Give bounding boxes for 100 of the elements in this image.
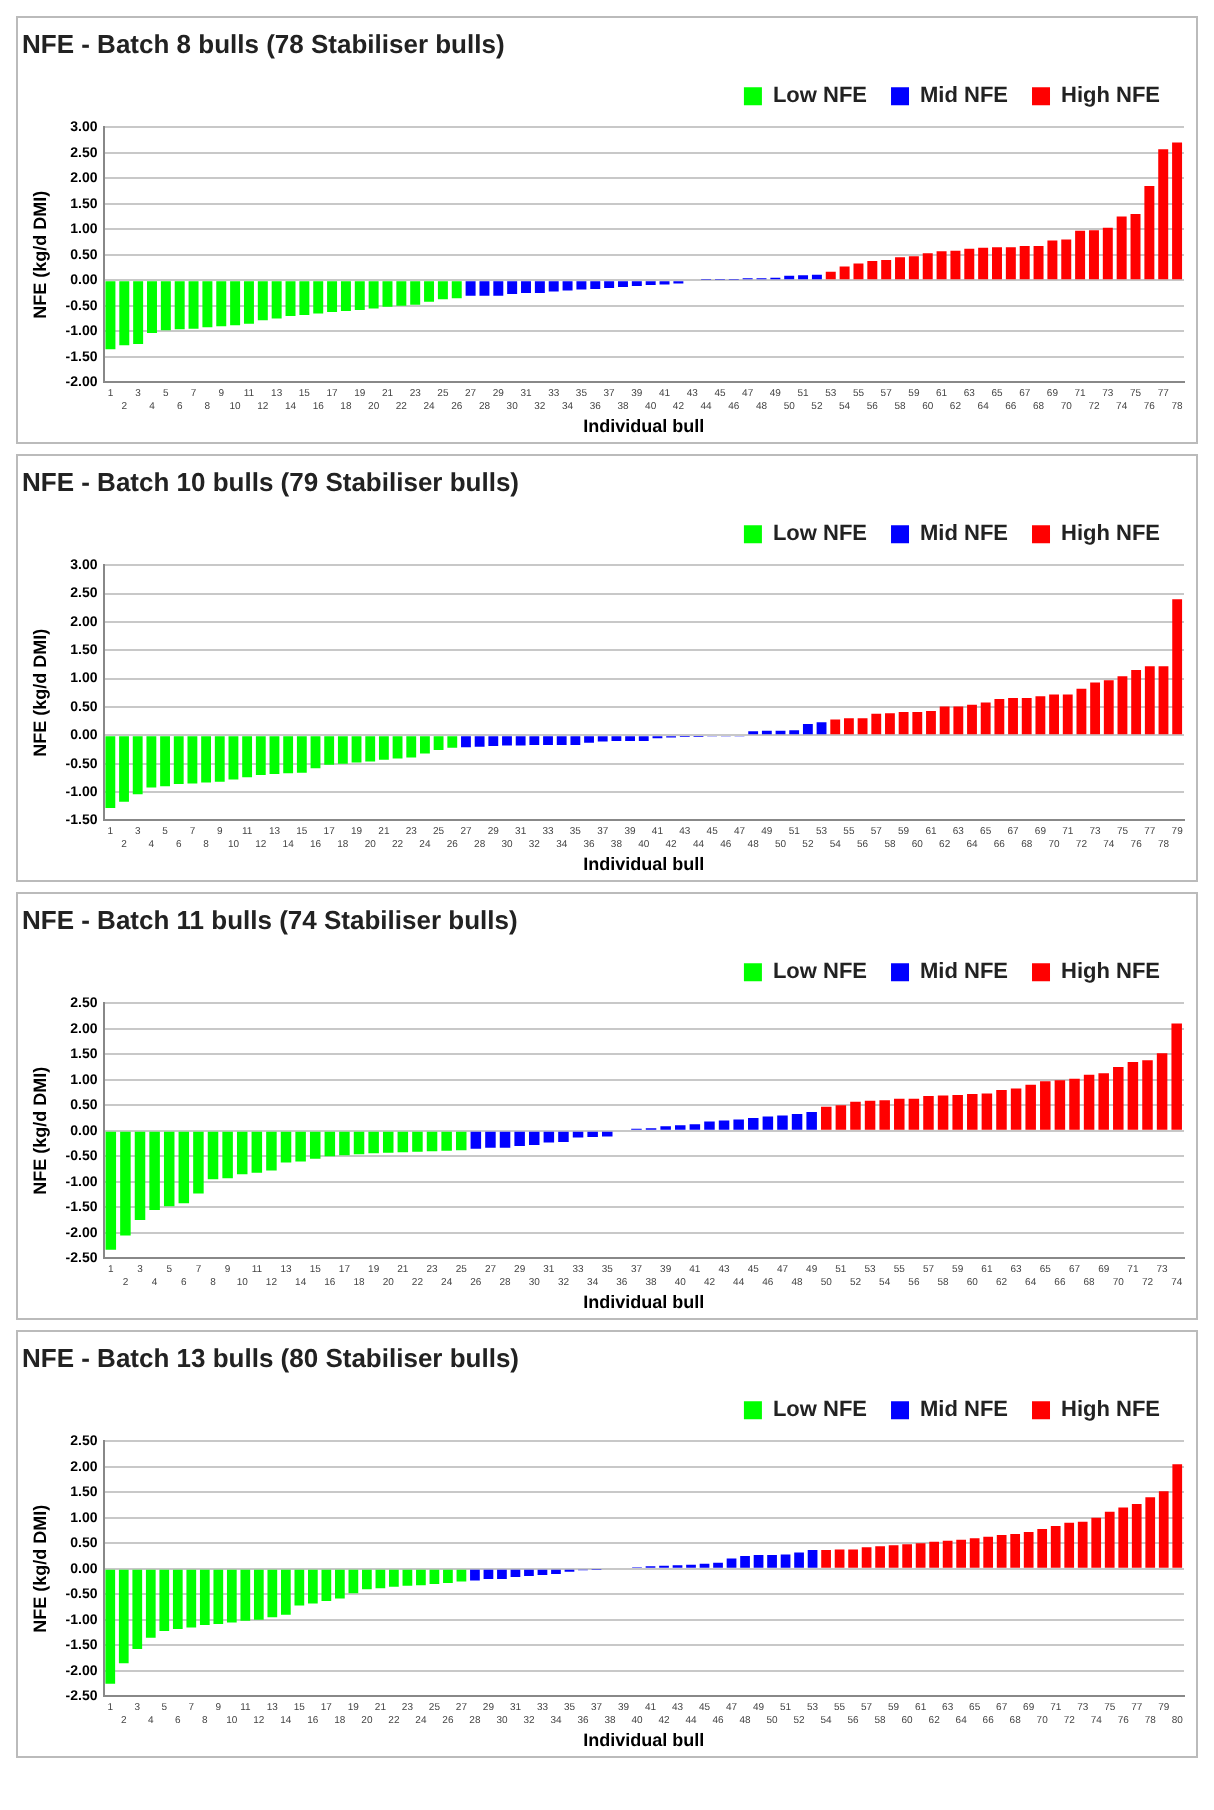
bar	[1158, 666, 1169, 735]
bar	[335, 1569, 345, 1599]
bar	[461, 736, 471, 748]
bar	[441, 1131, 452, 1151]
bar	[543, 736, 553, 745]
bar	[499, 1131, 511, 1148]
bar	[1102, 227, 1113, 280]
bar	[1088, 230, 1099, 280]
bar	[222, 1131, 233, 1179]
bar	[861, 1547, 872, 1568]
bar	[368, 1131, 379, 1154]
bar	[864, 1100, 876, 1130]
bar	[365, 736, 376, 762]
bar	[339, 1131, 350, 1156]
bar	[455, 1131, 467, 1151]
bar	[497, 1569, 507, 1580]
bar	[193, 1131, 204, 1194]
bar	[718, 1120, 730, 1130]
bar	[1005, 247, 1016, 280]
legend-label: Low NFE	[772, 84, 868, 109]
bar	[402, 1569, 413, 1586]
bar	[236, 1131, 248, 1175]
bar	[689, 1124, 701, 1130]
bar	[353, 1131, 365, 1155]
bar	[1049, 694, 1059, 735]
bar	[726, 1558, 737, 1568]
bar	[493, 281, 504, 296]
legend-label: High NFE	[1061, 522, 1161, 547]
bar	[105, 281, 116, 350]
bar	[548, 281, 559, 292]
bar	[416, 1569, 426, 1586]
bar	[420, 736, 430, 754]
bar	[266, 1131, 277, 1171]
bar	[524, 1569, 534, 1576]
bar	[1144, 666, 1155, 735]
bar	[1103, 680, 1114, 735]
bar	[762, 1116, 774, 1130]
bar	[780, 1554, 791, 1568]
bar	[843, 718, 854, 735]
bar	[881, 259, 892, 280]
bar	[392, 736, 403, 759]
legend-label: Mid NFE	[920, 84, 1009, 109]
bar	[120, 1131, 131, 1236]
bar	[1069, 1078, 1080, 1130]
x-axis-title: Individual bull	[583, 854, 705, 875]
bar	[902, 1544, 912, 1568]
bar	[251, 1131, 263, 1173]
bar	[324, 1131, 336, 1157]
bar	[280, 1131, 292, 1163]
y-axis-title: NFE (kg/d DMI)	[29, 190, 50, 319]
legend-label: Low NFE	[772, 1398, 868, 1423]
bar	[424, 281, 435, 302]
bar	[834, 1549, 845, 1568]
bar	[174, 281, 185, 330]
legend-label: High NFE	[1061, 1398, 1161, 1423]
bar	[228, 736, 239, 780]
bar	[967, 704, 977, 735]
bar	[885, 713, 895, 735]
bar	[119, 281, 130, 346]
bar	[507, 281, 518, 295]
bar	[389, 1569, 399, 1587]
bar	[1117, 676, 1128, 735]
bar	[915, 1543, 926, 1568]
bar	[791, 1113, 803, 1130]
bar	[816, 722, 827, 735]
bar	[558, 1131, 569, 1143]
bar	[201, 736, 212, 783]
bar	[848, 1549, 858, 1568]
bar	[777, 1115, 788, 1130]
legend-label: Mid NFE	[920, 522, 1009, 547]
bar	[1061, 239, 1072, 280]
legend-label: Low NFE	[772, 522, 868, 547]
bar	[510, 1569, 521, 1577]
bar	[830, 719, 841, 735]
bar	[894, 1098, 905, 1130]
bar	[996, 1089, 1007, 1130]
bar	[1098, 1073, 1109, 1130]
bar	[283, 736, 294, 774]
bar	[1083, 1074, 1095, 1130]
bar	[426, 1131, 438, 1152]
bar	[230, 281, 241, 326]
y-axis-title: NFE (kg/d DMI)	[29, 628, 50, 757]
bar	[1142, 1060, 1153, 1130]
bar	[243, 281, 254, 324]
legend-label: Mid NFE	[920, 960, 1009, 985]
bar	[1008, 697, 1018, 735]
bar	[602, 1131, 613, 1137]
bar	[922, 253, 933, 280]
bar	[485, 1131, 496, 1148]
chart-title: NFE - Batch 13 bulls (80 Stabiliser bulls)	[22, 1342, 520, 1373]
bar	[1075, 230, 1086, 280]
bar	[1172, 142, 1183, 280]
legend-label: Low NFE	[772, 960, 868, 985]
bar	[929, 1541, 939, 1568]
bar	[1019, 246, 1030, 280]
bar	[992, 247, 1002, 280]
bar	[879, 1100, 890, 1130]
bar	[396, 281, 407, 306]
bar	[937, 1095, 949, 1130]
bar	[908, 1098, 920, 1130]
